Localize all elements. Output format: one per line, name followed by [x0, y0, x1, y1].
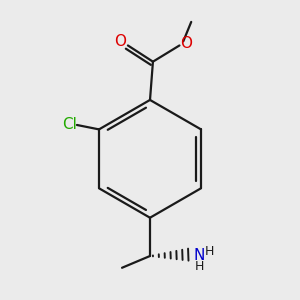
Text: O: O: [115, 34, 127, 50]
Text: Cl: Cl: [62, 118, 77, 133]
Text: N: N: [194, 248, 205, 263]
Text: H: H: [205, 245, 214, 258]
Text: O: O: [180, 36, 192, 51]
Text: H: H: [195, 260, 204, 273]
